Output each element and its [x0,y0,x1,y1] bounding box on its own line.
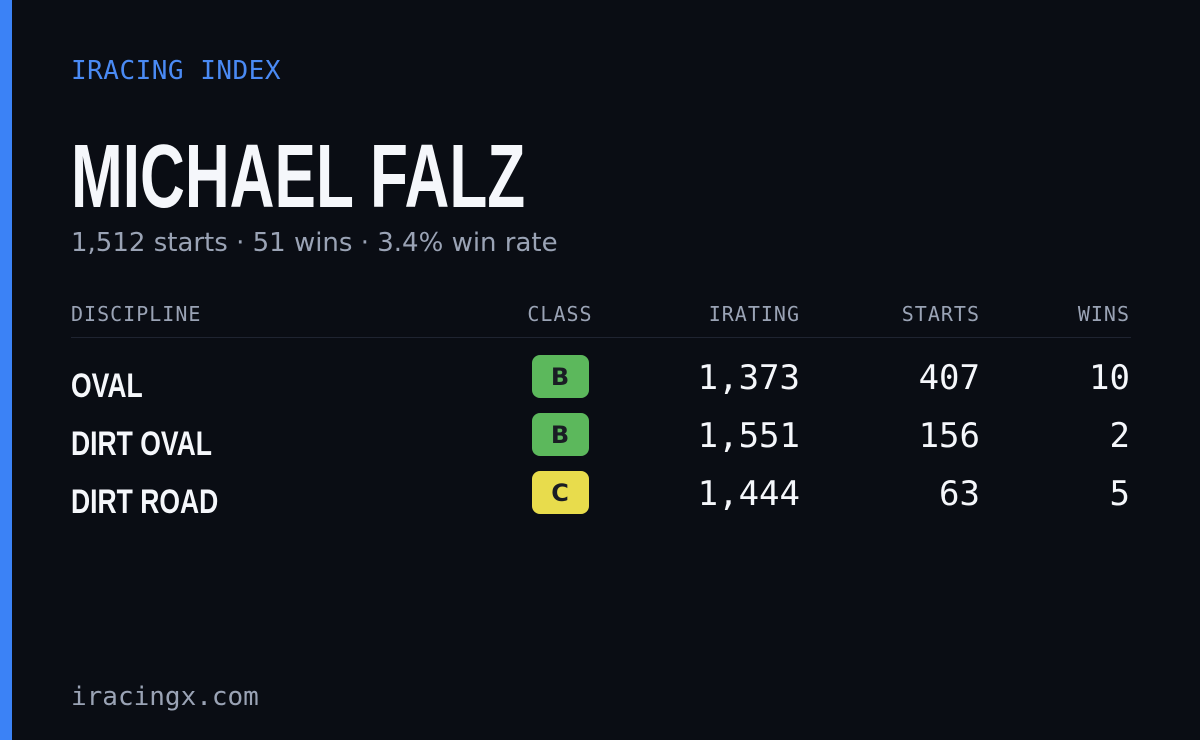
wins: 5 [1109,474,1130,514]
class-badge: B [531,413,589,456]
starts: 156 [918,416,980,456]
irating: 1,373 [697,358,800,398]
column-header: CLASS [527,302,593,326]
discipline: OVAL [71,367,143,405]
discipline: DIRT OVAL [71,425,212,463]
starts: 63 [939,474,980,514]
column-header: IRATING [708,302,800,326]
site-url: iracingx.com [71,682,259,712]
discipline: DIRT ROAD [71,483,219,521]
wins: 10 [1089,358,1130,398]
column-header: WINS [1077,302,1130,326]
accent-stripe [0,0,12,740]
starts: 407 [918,358,980,398]
driver-name: MICHAEL FALZ [71,127,526,227]
wins: 2 [1109,416,1130,456]
irating: 1,444 [697,474,800,514]
class-badge: B [531,355,589,398]
irating: 1,551 [697,416,800,456]
column-header: STARTS [901,302,980,326]
summary: 1,512 starts · 51 wins · 3.4% win rate [71,228,558,258]
brand: IRACING INDEX [71,56,281,86]
header-rule [71,337,1131,338]
class-badge: C [531,471,589,514]
column-header: DISCIPLINE [71,302,202,326]
